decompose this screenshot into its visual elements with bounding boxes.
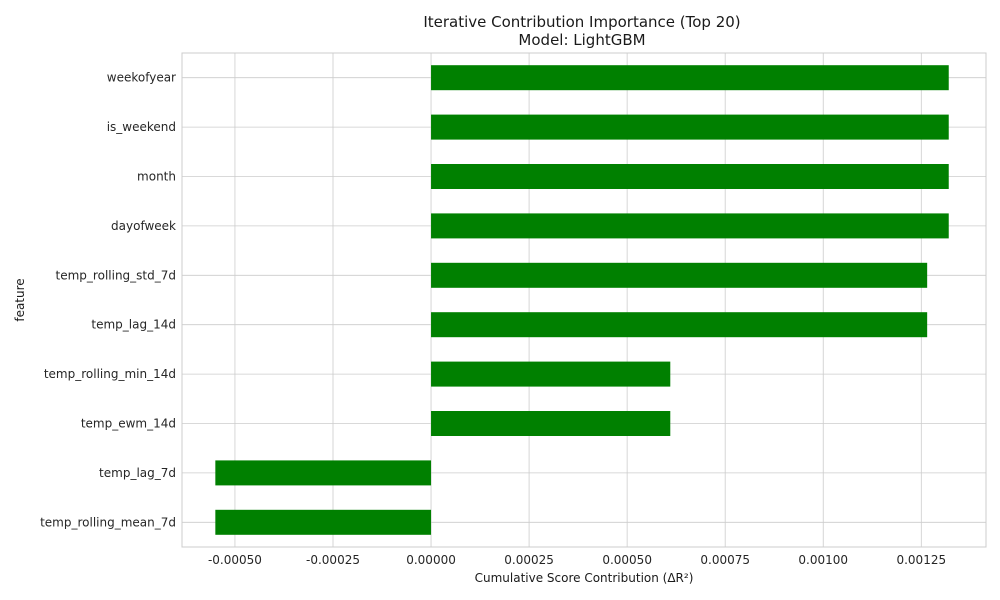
x-tick-label: 0.00025 xyxy=(504,553,554,567)
bar-weekofyear xyxy=(431,65,949,91)
bar-temp-rolling-mean-7d xyxy=(215,509,432,535)
y-tick-label: temp_ewm_14d xyxy=(81,417,176,431)
y-tick-label: temp_lag_14d xyxy=(91,318,176,332)
chart-title: Iterative Contribution Importance (Top 2… xyxy=(423,13,740,31)
x-tick-label: -0.00050 xyxy=(208,553,262,567)
y-tick-label: dayofweek xyxy=(111,219,176,233)
x-tick-label: 0.00075 xyxy=(700,553,750,567)
bar-month xyxy=(431,164,949,189)
y-axis-label: feature xyxy=(13,278,27,321)
y-tick-label: temp_rolling_mean_7d xyxy=(40,515,176,529)
y-tick-label: is_weekend xyxy=(107,120,176,134)
y-tick-label: month xyxy=(137,170,176,184)
bar-temp-lag-7d xyxy=(215,460,432,486)
x-tick-label: 0.00125 xyxy=(896,553,946,567)
x-tick-label: -0.00025 xyxy=(306,553,360,567)
x-tick-label: 0.00100 xyxy=(798,553,848,567)
bar-is-weekend xyxy=(431,114,949,140)
x-axis-label: Cumulative Score Contribution (ΔR²) xyxy=(475,571,694,585)
chart-subtitle: Model: LightGBM xyxy=(518,31,645,49)
x-tick-label: 0.00000 xyxy=(406,553,456,567)
x-tick-label: 0.00050 xyxy=(602,553,652,567)
bar-layer xyxy=(215,65,949,535)
y-tick-label: temp_rolling_min_14d xyxy=(44,367,176,381)
bar-dayofweek xyxy=(431,213,949,239)
y-tick-label: temp_lag_7d xyxy=(99,466,176,480)
bar-temp-lag-14d xyxy=(431,312,928,338)
bar-temp-rolling-min-14d xyxy=(431,361,671,387)
bar-temp-ewm-14d xyxy=(431,411,671,436)
y-tick-label: weekofyear xyxy=(107,71,176,85)
x-tick-labels: -0.00050 -0.00025 0.00000 0.00025 0.00050 0.0… xyxy=(208,553,946,567)
plot-frame xyxy=(181,52,987,548)
bar-temp-rolling-std-7d xyxy=(431,262,928,288)
y-tick-label: temp_rolling_std_7d xyxy=(56,268,176,282)
